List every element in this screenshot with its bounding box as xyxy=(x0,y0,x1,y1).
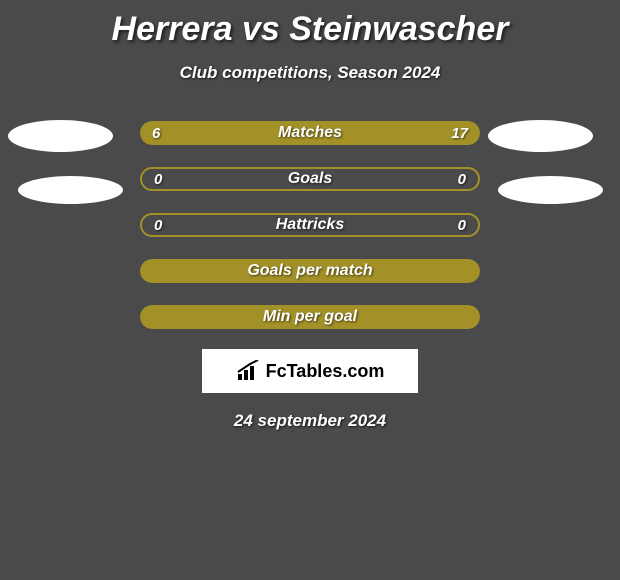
date-text: 24 september 2024 xyxy=(234,411,386,431)
stat-row-min-per-goal: Min per goal xyxy=(140,305,480,329)
stat-value-left: 6 xyxy=(152,125,160,142)
stat-label: Matches xyxy=(140,124,480,142)
stat-label: Min per goal xyxy=(140,308,480,326)
stat-row-matches: Matches6 17 xyxy=(140,121,480,145)
stat-row-hattricks: Hattricks0 0 xyxy=(140,213,480,237)
chart-icon xyxy=(236,360,262,382)
player1-name: Herrera xyxy=(112,10,233,48)
comparison-title: Herrera vs Steinwascher xyxy=(112,10,509,49)
logo-text: FcTables.com xyxy=(266,361,385,382)
fctables-logo: FcTables.com xyxy=(202,349,418,393)
vs-text: vs xyxy=(242,10,280,48)
avatar-left2 xyxy=(18,176,123,204)
player2-name: Steinwascher xyxy=(289,10,508,48)
stat-value-left: 0 xyxy=(154,217,162,234)
stat-label: Hattricks xyxy=(142,216,478,234)
avatar-right1 xyxy=(488,120,593,152)
stat-row-goals-per-match: Goals per match xyxy=(140,259,480,283)
stat-row-goals: Goals0 0 xyxy=(140,167,480,191)
stat-label: Goals xyxy=(142,170,478,188)
stat-value-left: 0 xyxy=(154,171,162,188)
avatar-left1 xyxy=(8,120,113,152)
stat-value-right: 0 xyxy=(458,171,466,188)
avatar-right2 xyxy=(498,176,603,204)
subtitle: Club competitions, Season 2024 xyxy=(180,63,441,83)
stats-area: Matches617Goals00Hattricks00Goals per ma… xyxy=(0,121,620,329)
stat-value-right: 0 xyxy=(458,217,466,234)
stat-value-right: 17 xyxy=(451,125,468,142)
stat-label: Goals per match xyxy=(140,262,480,280)
